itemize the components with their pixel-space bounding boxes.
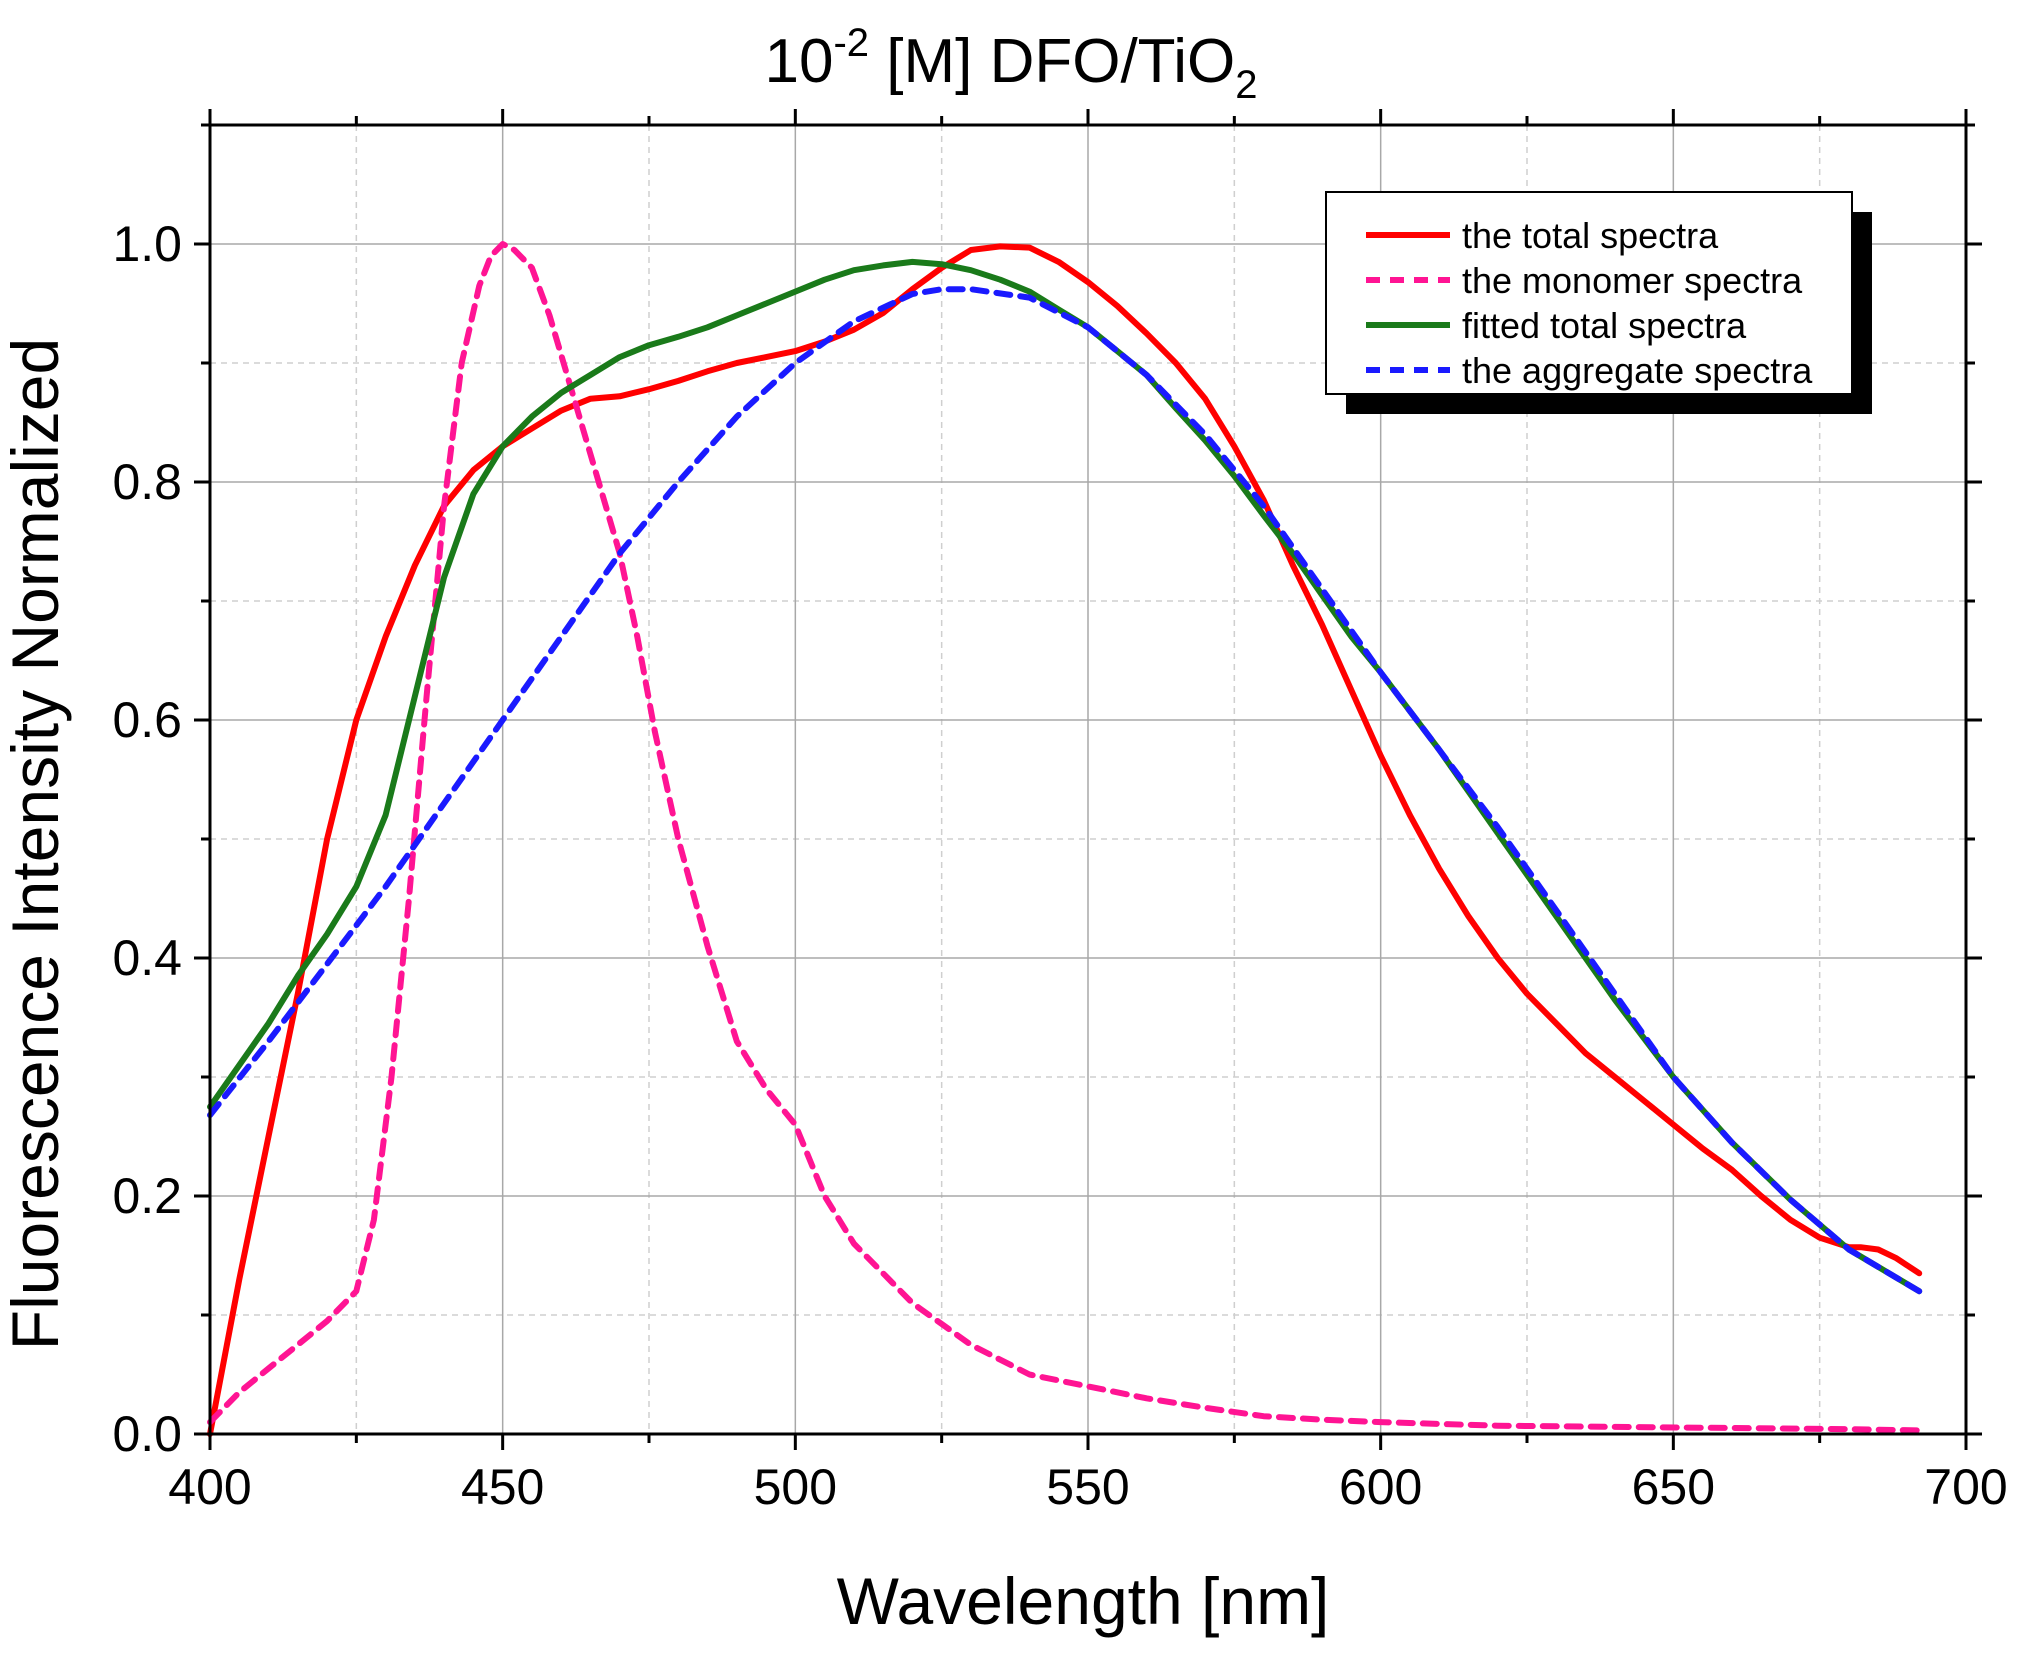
tick-labels: 400 450 500 550 600 650 700 0.0 0.2 0.4 0.6 0.8 1.0 (112, 216, 2007, 1515)
y-axis-title: Fluorescence Intensity Normalized (0, 338, 72, 1350)
chart-title: 10-2 [M] DFO/TiO2 (764, 21, 1257, 107)
chart-title-prefix: 10 (764, 27, 833, 96)
legend-label-2: the monomer spectra (1462, 260, 1803, 301)
x-tick-label: 650 (1632, 1459, 1715, 1515)
y-tick-label: 1.0 (112, 216, 182, 272)
x-tick-label: 500 (754, 1459, 837, 1515)
chart-title-middle: [M] DFO/TiO (869, 27, 1235, 96)
y-tick-label: 0.2 (112, 1168, 182, 1224)
x-tick-label: 700 (1924, 1459, 2007, 1515)
x-tick-label: 550 (1046, 1459, 1129, 1515)
chart-title-subscript: 2 (1235, 63, 1257, 107)
y-tick-label: 0.0 (112, 1406, 182, 1462)
axes (194, 109, 1982, 1450)
series-line-2 (207, 241, 1923, 1434)
x-axis-title: Wavelength [nm] (837, 1564, 1330, 1638)
series-line-4 (207, 286, 1923, 1295)
chart-title-superscript: -2 (833, 21, 869, 65)
series-line-3 (207, 258, 1923, 1295)
y-tick-label: 0.6 (112, 692, 182, 748)
legend-label-1: the total spectra (1462, 215, 1719, 256)
plot-series (207, 241, 1923, 1437)
y-tick-label: 0.8 (112, 454, 182, 510)
y-tick-label: 0.4 (112, 930, 182, 986)
legend-label-4: the aggregate spectra (1462, 350, 1813, 391)
legend-label-3: fitted total spectra (1462, 305, 1747, 346)
x-tick-label: 450 (461, 1459, 544, 1515)
legend-box (1325, 191, 1853, 395)
x-tick-label: 400 (168, 1459, 251, 1515)
x-tick-label: 600 (1339, 1459, 1422, 1515)
series-line-1 (207, 243, 1923, 1437)
